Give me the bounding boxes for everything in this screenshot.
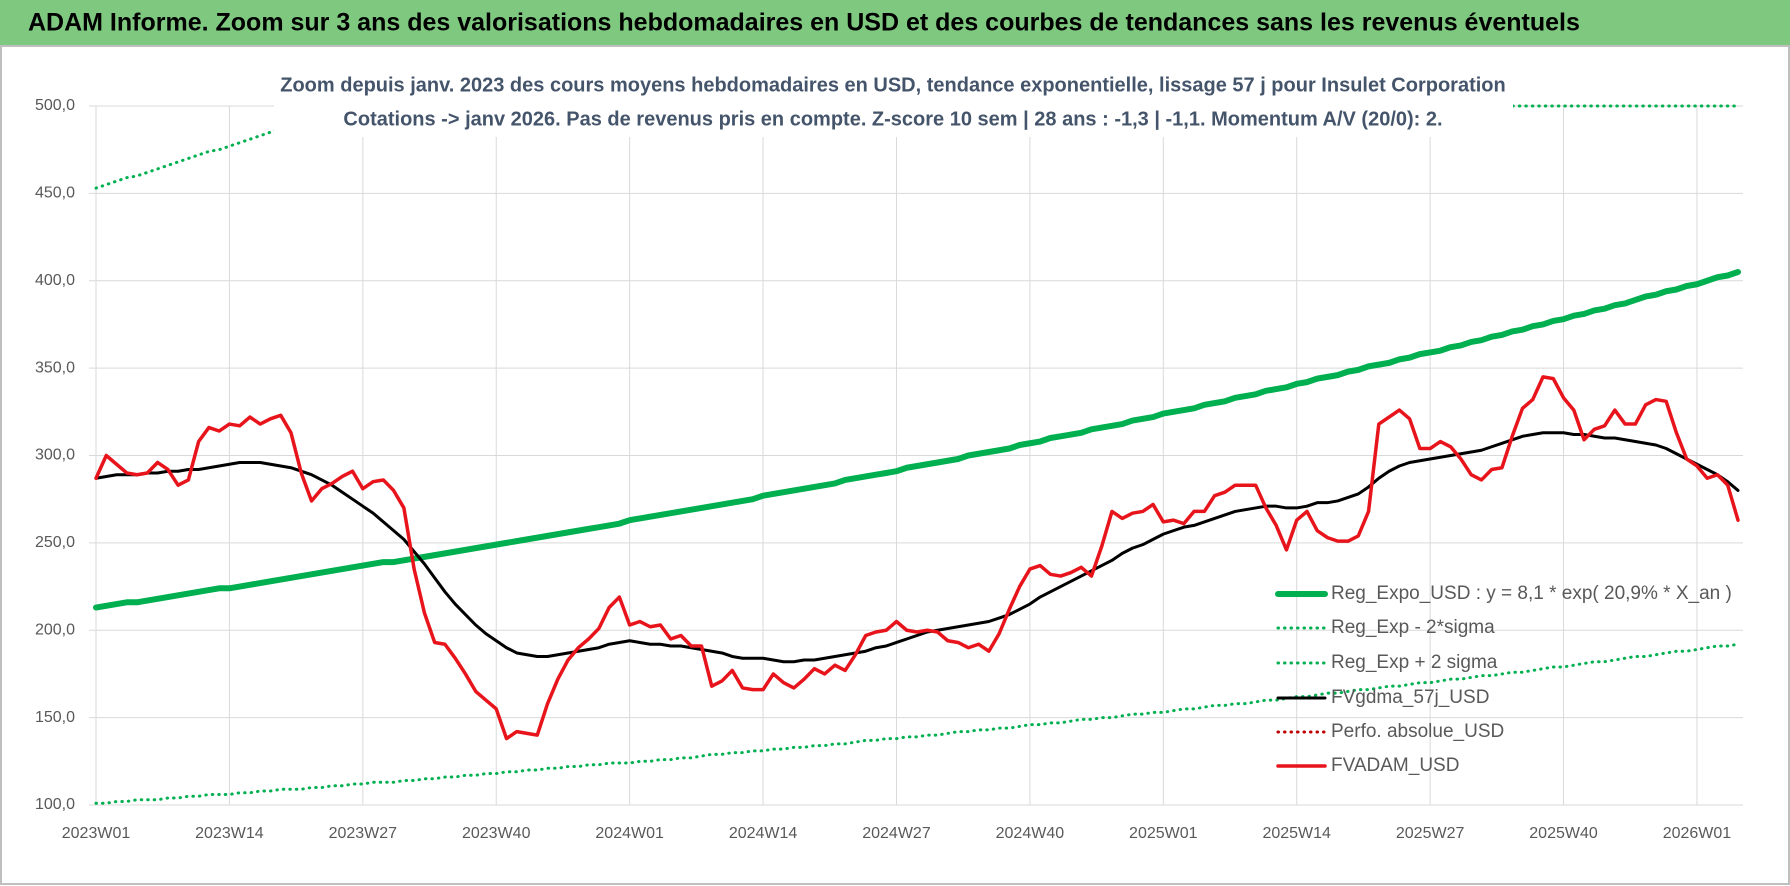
x-tick-label: 2023W40 xyxy=(462,825,531,842)
x-tick-label: 2024W01 xyxy=(595,825,664,842)
x-tick-label: 2024W14 xyxy=(729,825,798,842)
header-title: ADAM Informe. Zoom sur 3 ans des valoris… xyxy=(28,9,1580,37)
y-tick-label: 300,0 xyxy=(35,447,75,464)
x-tick-label: 2024W40 xyxy=(996,825,1065,842)
x-tick-label: 2025W27 xyxy=(1396,825,1465,842)
x-tick-label: 2025W40 xyxy=(1529,825,1598,842)
chart-frame xyxy=(0,45,1790,885)
legend-label: FVADAM_USD xyxy=(1331,755,1459,776)
legend-label: Reg_Exp - 2*sigma xyxy=(1331,617,1495,638)
x-tick-label: 2025W01 xyxy=(1129,825,1198,842)
chart-title: Zoom depuis janv. 2023 des cours moyens … xyxy=(280,74,1506,96)
header-band xyxy=(0,0,1790,46)
series-line xyxy=(93,269,1741,611)
legend-label: Perfo. absolue_USD xyxy=(1331,721,1504,742)
y-tick-label: 450,0 xyxy=(35,185,75,202)
y-tick-label: 350,0 xyxy=(35,359,75,376)
x-tick-label: 2023W01 xyxy=(62,825,131,842)
series-line xyxy=(94,431,1740,664)
y-tick-label: 150,0 xyxy=(35,709,75,726)
y-tick-label: 100,0 xyxy=(35,796,75,813)
x-tick-label: 2025W14 xyxy=(1262,825,1331,842)
title-box xyxy=(274,71,1513,137)
y-tick-label: 250,0 xyxy=(35,534,75,551)
y-tick-label: 200,0 xyxy=(35,621,75,638)
legend-label: Reg_Exp + 2 sigma xyxy=(1331,652,1498,673)
legend-label: FVgdma_57j_USD xyxy=(1331,687,1489,708)
chart-subtitle: Cotations -> janv 2026. Pas de revenus p… xyxy=(343,108,1442,130)
x-tick-label: 2024W27 xyxy=(862,825,931,842)
legend: Reg_Expo_USD : y = 8,1 * exp( 20,9% * X_… xyxy=(1275,583,1732,776)
legend-label: Reg_Expo_USD : y = 8,1 * exp( 20,9% * X_… xyxy=(1331,583,1732,604)
series-line xyxy=(94,375,1740,741)
y-tick-label: 500,0 xyxy=(35,97,75,114)
lines xyxy=(93,104,1741,805)
y-tick-label: 400,0 xyxy=(35,272,75,289)
x-tick-label: 2023W27 xyxy=(329,825,398,842)
series-line xyxy=(94,642,1740,805)
x-tick-label: 2023W14 xyxy=(195,825,264,842)
x-tick-label: 2026W01 xyxy=(1663,825,1732,842)
